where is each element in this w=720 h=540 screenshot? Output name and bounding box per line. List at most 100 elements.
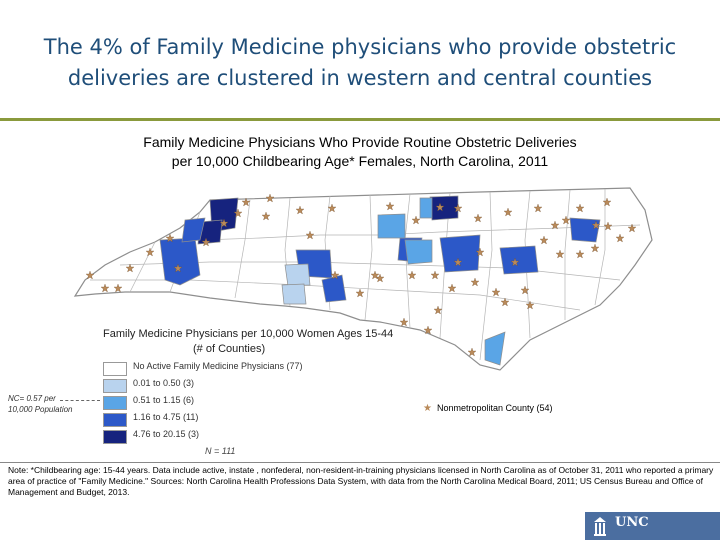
star [385, 201, 395, 211]
legend-swatch [103, 362, 127, 376]
county-high [439, 234, 481, 273]
shaded-counties [159, 195, 601, 366]
star [591, 220, 601, 230]
county-high [321, 274, 347, 303]
star [539, 235, 549, 245]
star [370, 270, 380, 280]
star [219, 218, 229, 228]
star [305, 230, 315, 240]
source-note: Note: *Childbearing age: 15-44 years. Da… [8, 465, 714, 497]
star [241, 197, 251, 207]
star [627, 223, 637, 233]
nonmetro-label: Nonmetropolitan County (54) [436, 403, 553, 413]
county-highest [429, 195, 459, 221]
star [113, 283, 123, 293]
star [355, 288, 365, 298]
note-divider [0, 462, 720, 463]
star [602, 197, 612, 207]
star [453, 203, 463, 213]
star [399, 317, 409, 327]
slide-title-line-2: deliveries are clustered in western and … [67, 66, 653, 90]
county-high [159, 237, 201, 286]
unc-logo-text: UNC [615, 515, 649, 530]
legend-swatch [103, 396, 127, 410]
footer-logo: UNC [585, 512, 720, 540]
star [85, 270, 95, 280]
star [233, 208, 243, 218]
county-high [499, 245, 539, 275]
star [525, 300, 535, 310]
star [295, 205, 305, 215]
county-mid [377, 213, 406, 239]
nc-rate-line-2: 10,000 Population [8, 405, 73, 414]
slide-title: The 4% of Family Medicine physicians who… [0, 32, 720, 94]
star [467, 347, 477, 357]
legend-swatch [103, 379, 127, 393]
star [407, 270, 417, 280]
county-low [284, 263, 311, 287]
legend-title-line-1: Family Medicine Physicians per 10,000 Wo… [103, 328, 394, 340]
nc-rate-note: NC= 0.57 per 10,000 Population [8, 393, 73, 415]
legend-label: 0.01 to 0.50 (3) [133, 378, 195, 388]
star [423, 325, 433, 335]
star [125, 263, 135, 273]
county-high [181, 217, 206, 243]
slide-title-line-1: The 4% of Family Medicine physicians who… [43, 35, 677, 59]
star [100, 283, 110, 293]
star-icon: ★ [423, 403, 432, 414]
star [473, 213, 483, 223]
legend-label: No Active Family Medicine Physicians (77… [133, 361, 303, 371]
star [145, 247, 155, 257]
nc-rate-line-1: NC= 0.57 per [8, 394, 56, 403]
star [615, 233, 625, 243]
star [503, 207, 513, 217]
star [470, 277, 480, 287]
county-mid [419, 197, 433, 219]
star [575, 203, 585, 213]
legend-label: 4.76 to 20.15 (3) [133, 429, 200, 439]
legend-label: 0.51 to 1.15 (6) [133, 395, 195, 405]
star [510, 257, 520, 267]
nc-rate-leader-line [60, 400, 100, 401]
star [261, 211, 271, 221]
star [603, 221, 613, 231]
total-count: N = 111 [205, 446, 236, 456]
map-title-line-1: Family Medicine Physicians Who Provide R… [143, 134, 577, 150]
star [173, 263, 183, 273]
star [590, 243, 600, 253]
star [533, 203, 543, 213]
star [491, 287, 501, 297]
star [265, 193, 275, 203]
old-well-icon [594, 517, 606, 536]
title-divider [0, 118, 720, 121]
star [433, 305, 443, 315]
star [165, 233, 175, 243]
county-mid [484, 331, 506, 366]
map-title: Family Medicine Physicians Who Provide R… [60, 133, 660, 171]
legend-label: 1.16 to 4.75 (11) [133, 412, 199, 422]
star [411, 215, 421, 225]
star [447, 283, 457, 293]
star [475, 247, 485, 257]
star [500, 297, 510, 307]
north-carolina-county-map [73, 187, 653, 371]
county-low [281, 283, 307, 305]
star [575, 249, 585, 259]
star [453, 257, 463, 267]
star [430, 270, 440, 280]
star [327, 203, 337, 213]
star [555, 249, 565, 259]
legend-title: Family Medicine Physicians per 10,000 Wo… [103, 327, 393, 357]
nonmetro-stars [85, 193, 637, 357]
county-high [569, 217, 601, 243]
legend-swatch [103, 430, 127, 444]
star [520, 285, 530, 295]
star [550, 220, 560, 230]
legend-title-line-2: (# of Counties) [193, 343, 266, 355]
star [201, 237, 211, 247]
star [435, 202, 445, 212]
map-title-line-2: per 10,000 Childbearing Age* Females, No… [171, 153, 549, 169]
star [561, 215, 571, 225]
county-mid [404, 239, 433, 265]
nonmetro-legend: ★ Nonmetropolitan County (54) [423, 403, 553, 414]
